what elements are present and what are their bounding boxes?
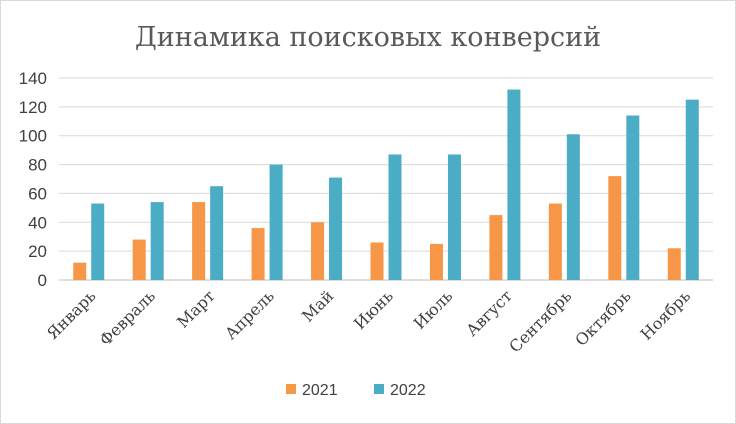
bar-2022-6 xyxy=(388,154,402,280)
bar-2022-4 xyxy=(269,164,283,280)
x-tick-label: Сентябрь xyxy=(505,286,575,356)
y-tick-label: 140 xyxy=(19,69,47,88)
x-tick-label: Февраль xyxy=(96,286,159,349)
y-tick-label: 0 xyxy=(38,271,47,290)
y-tick-label: 60 xyxy=(28,184,47,203)
bar-2021-9 xyxy=(548,203,562,280)
bar-2021-5 xyxy=(311,222,325,280)
x-tick-label: Июль xyxy=(410,286,457,333)
x-tick-label: Январь xyxy=(43,286,100,343)
legend-swatch-2021 xyxy=(286,384,296,394)
legend: 2021 2022 xyxy=(286,382,426,399)
x-tick-label: Октябрь xyxy=(571,286,635,350)
bar-2021-11 xyxy=(667,248,681,280)
x-tick-label: Июнь xyxy=(350,286,397,333)
bar-2022-2 xyxy=(150,202,164,280)
y-tick-label: 120 xyxy=(19,98,47,117)
y-tick-label: 20 xyxy=(28,242,47,261)
chart-title: Динамика поисковых конверсий xyxy=(135,22,601,53)
bar-2022-9 xyxy=(566,134,580,280)
x-tick-label: Август xyxy=(462,286,516,340)
legend-label-2021: 2021 xyxy=(302,382,338,399)
x-tick-label: Май xyxy=(298,286,337,325)
bar-2021-7 xyxy=(429,243,443,280)
y-tick-label: 100 xyxy=(19,127,47,146)
bar-2021-8 xyxy=(489,215,503,280)
y-tick-label: 80 xyxy=(28,156,47,175)
bar-2021-10 xyxy=(608,176,622,280)
bars xyxy=(73,89,699,281)
gridlines xyxy=(59,77,713,281)
bar-2022-8 xyxy=(507,89,521,281)
bar-2021-4 xyxy=(251,228,265,280)
bar-2022-7 xyxy=(447,154,461,280)
bar-2022-5 xyxy=(329,177,343,280)
x-tick-label: Ноябрь xyxy=(637,286,695,344)
legend-label-2022: 2022 xyxy=(390,382,426,399)
y-axis-ticks: 0 20 40 60 80 100 120 140 xyxy=(19,69,47,290)
bar-2021-6 xyxy=(370,242,384,280)
bar-2022-3 xyxy=(210,186,224,280)
bar-2022-11 xyxy=(685,99,699,281)
bar-2021-1 xyxy=(73,262,87,280)
bar-2021-3 xyxy=(192,202,206,280)
y-tick-label: 40 xyxy=(28,213,47,232)
bar-2022-10 xyxy=(626,115,640,280)
x-tick-label: Март xyxy=(173,286,218,331)
x-tick-label: Апрель xyxy=(221,286,278,343)
bar-2022-1 xyxy=(91,203,105,280)
bar-2021-2 xyxy=(132,239,146,280)
legend-swatch-2022 xyxy=(374,384,384,394)
